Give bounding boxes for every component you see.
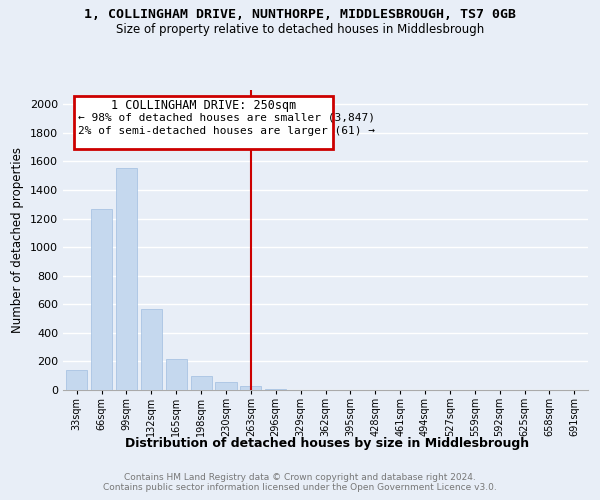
Bar xyxy=(215,382,236,390)
Bar xyxy=(166,360,187,390)
Bar xyxy=(116,168,137,390)
Text: 1 COLLINGHAM DRIVE: 250sqm: 1 COLLINGHAM DRIVE: 250sqm xyxy=(111,98,296,112)
Text: Distribution of detached houses by size in Middlesbrough: Distribution of detached houses by size … xyxy=(125,438,529,450)
Text: 1, COLLINGHAM DRIVE, NUNTHORPE, MIDDLESBROUGH, TS7 0GB: 1, COLLINGHAM DRIVE, NUNTHORPE, MIDDLESB… xyxy=(84,8,516,20)
Text: 2% of semi-detached houses are larger (61) →: 2% of semi-detached houses are larger (6… xyxy=(78,126,376,136)
Text: Contains HM Land Registry data © Crown copyright and database right 2024.
Contai: Contains HM Land Registry data © Crown c… xyxy=(103,473,497,492)
Y-axis label: Number of detached properties: Number of detached properties xyxy=(11,147,25,333)
Text: ← 98% of detached houses are smaller (3,847): ← 98% of detached houses are smaller (3,… xyxy=(78,112,376,122)
Text: Size of property relative to detached houses in Middlesbrough: Size of property relative to detached ho… xyxy=(116,22,484,36)
Bar xyxy=(66,370,87,390)
Bar xyxy=(240,386,262,390)
Bar xyxy=(191,376,212,390)
Bar xyxy=(141,308,162,390)
Bar xyxy=(91,210,112,390)
